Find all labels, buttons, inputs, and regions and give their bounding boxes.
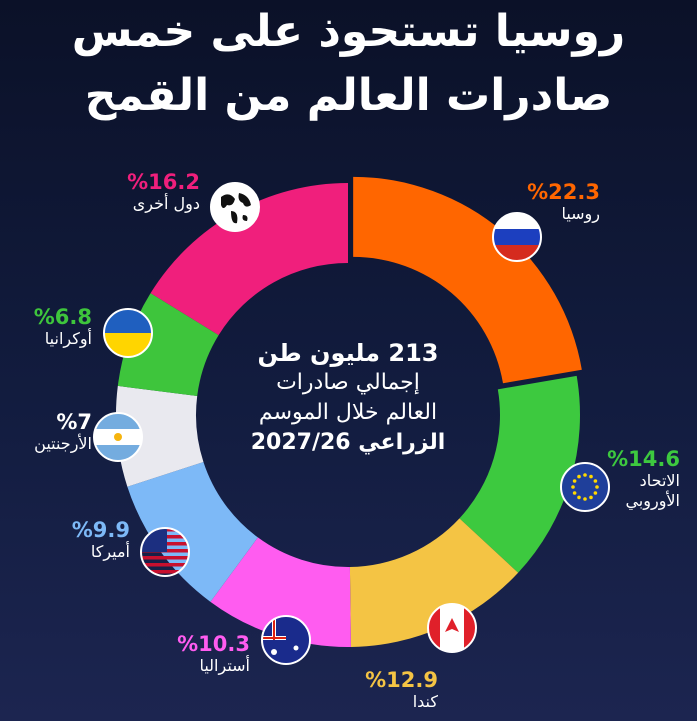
segment-label: %14.6 الاتحاد الأوروبي [590, 447, 680, 511]
flag-leaf [445, 618, 459, 632]
flag-globe [221, 193, 251, 224]
flag-star [572, 479, 577, 483]
center-line: العالم خلال الموسم [258, 400, 438, 425]
flag-ring [103, 308, 153, 358]
flag-ring [261, 615, 311, 665]
value-label: %6.8 [33, 305, 92, 329]
center-line: إجمالي صادرات [276, 370, 420, 395]
segment-label: %10.3 أستراليا [150, 632, 250, 676]
flag-ring [210, 182, 260, 232]
value-label: %12.9 [365, 668, 438, 692]
flag-ring [560, 462, 610, 512]
segment-label: %16.2 دول أخرى [80, 170, 200, 214]
flag-ring [93, 412, 143, 462]
category-label: أميركا [90, 542, 130, 561]
category-label: كندا [412, 692, 438, 711]
flag-star [589, 474, 593, 479]
flag-part [561, 463, 609, 511]
value-label: %16.2 [127, 170, 200, 194]
center-text: 213 مليون طن إجمالي صادرات العالم خلال ا… [218, 338, 478, 458]
flag-part [141, 570, 189, 574]
donut-segment [459, 375, 580, 573]
flag-star [271, 649, 277, 655]
flag [211, 183, 259, 231]
category-label: روسيا [561, 204, 600, 223]
flag-part [493, 229, 541, 245]
flag-ring [492, 212, 542, 262]
value-label: %9.9 [71, 518, 130, 542]
flag-ring [427, 603, 477, 653]
flag-star [571, 485, 575, 489]
donut-segment [150, 183, 348, 336]
value-label: %10.3 [177, 632, 250, 656]
category-label: دول أخرى [132, 194, 200, 213]
flag-part [273, 616, 275, 640]
donut-segment [349, 518, 519, 647]
donut-segment [127, 461, 258, 602]
flag-ring [140, 527, 190, 577]
flag-star [593, 491, 598, 495]
category-label: أوكرانيا [44, 329, 92, 348]
donut-segment [210, 537, 351, 648]
flag-star [593, 479, 598, 483]
flag-sun [114, 433, 122, 441]
flag-star [583, 497, 587, 501]
center-line: 213 مليون طن [257, 339, 439, 367]
flag-star [577, 495, 581, 500]
value-label: %14.6 [607, 447, 680, 471]
flag-part [141, 556, 189, 560]
segment-label: %22.3 روسيا [480, 180, 600, 224]
value-label: %22.3 [527, 180, 600, 204]
segment-label: %12.9 كندا [338, 668, 438, 712]
flag-star [589, 495, 593, 500]
category-label: الأرجنتين [34, 434, 92, 453]
donut-segment [353, 176, 582, 384]
segment-label: %9.9 أميركا [30, 518, 130, 562]
donut-segment [116, 385, 204, 487]
flag-star [583, 473, 587, 477]
flag-part [141, 563, 189, 567]
flag-star [293, 645, 299, 651]
segment-label: %7 الأرجنتين [2, 410, 92, 454]
title: روسيا تستحوذ على خمس [71, 6, 626, 57]
category-label: أستراليا [199, 656, 250, 675]
flag-star [595, 485, 599, 489]
category-label: الاتحاد الأوروبي [625, 471, 680, 510]
value-label: %7 [56, 410, 92, 434]
center-line: الزراعي 2027/26 [250, 430, 446, 455]
flag [561, 463, 609, 511]
flag-star [577, 474, 581, 479]
flag-star [572, 491, 577, 495]
subtitle: صادرات العالم من القمح [84, 70, 613, 121]
segment-label: %6.8 أوكرانيا [2, 305, 92, 349]
flag [262, 616, 310, 664]
